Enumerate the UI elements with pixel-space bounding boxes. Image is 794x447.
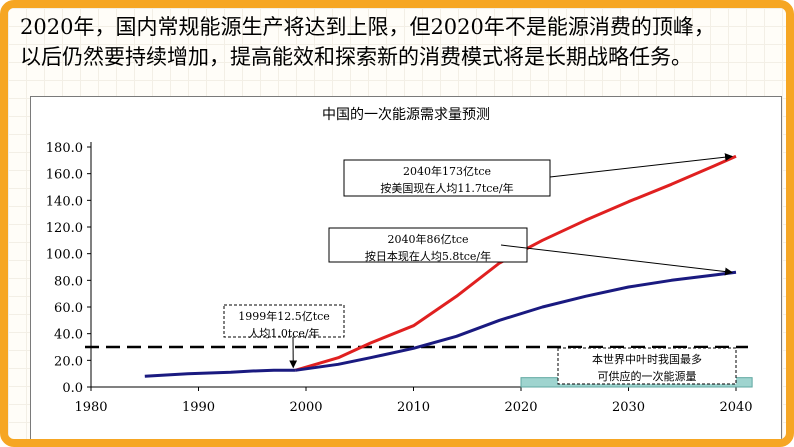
headline-line-2: 以后仍然要持续增加，提高能效和探索新的消费模式将是长期战略任务。 [20, 45, 692, 69]
annotation-2040-high-box [343, 159, 551, 197]
series-line-historical [144, 368, 296, 378]
axes: 0.0 20.0 40.0 60.0 80.0 100.0 120.0 140.0 160.0 1… [46, 141, 753, 415]
x-tick-label: 2000 [289, 400, 322, 415]
series-line-low-forecast [295, 270, 737, 372]
chart-container: 中国的一次能源需求量预测 0.0 20.0 40.0 60.0 80.0 100.0 120… [30, 96, 782, 439]
annotation-supply-text: 可供应的一次能源量 [598, 369, 697, 383]
annotation-1999-text: 1999年12.5亿tce [238, 309, 330, 323]
headline-line-1: 2020年，国内常规能源生产将达到上限，但2020年不是能源消费的顶峰， [20, 15, 715, 39]
y-tick-label: 40.0 [54, 328, 83, 343]
annotation-supply-text: 本世界中叶时我国最多 [592, 352, 702, 366]
headline: 2020年，国内常规能源生产将达到上限，但2020年不是能源消费的顶峰， 以后仍… [20, 12, 786, 72]
annotation-2040-low-text: 2040年86亿tce [387, 232, 468, 246]
y-tick-label: 160.0 [46, 168, 83, 183]
annotation-2040-high-text: 2040年173亿tce [403, 164, 491, 178]
y-tick-label: 140.0 [46, 194, 83, 209]
y-tick-label: 0.0 [62, 381, 83, 396]
y-tick-label: 20.0 [54, 354, 83, 369]
x-tick-label: 2040 [719, 400, 752, 415]
annotation-1999-box [223, 304, 345, 338]
x-tick-label: 1980 [74, 400, 107, 415]
annotation-2040-high-text: 按美国现在人均11.7tce/年 [380, 181, 513, 195]
chart-title: 中国的一次能源需求量预测 [322, 107, 490, 123]
annotation-2040-low-text: 按日本现在人均5.8tce/年 [365, 249, 491, 263]
y-tick-label: 120.0 [46, 221, 83, 236]
annotation-2040-low-box [328, 227, 528, 263]
annotation-2040-high-arrow [549, 153, 733, 178]
annotation-layer: 2040年173亿tce 按美国现在人均11.7tce/年 2040年86亿tce 按… [223, 153, 737, 385]
y-tick-label: 60.0 [54, 301, 83, 316]
annotation-2040-low-arrow [500, 244, 733, 276]
energy-demand-chart: 中国的一次能源需求量预测 0.0 20.0 40.0 60.0 80.0 100.0 120… [46, 107, 753, 415]
x-tick-label: 2020 [504, 400, 537, 415]
annotation-1999-text: 人均1.0tce/年 [248, 326, 319, 340]
annotation-supply-box [557, 347, 737, 385]
y-tick-label: 180.0 [46, 141, 83, 156]
x-tick-label: 1990 [182, 400, 215, 415]
x-tick-label: 2030 [612, 400, 645, 415]
x-tick-label: 2010 [397, 400, 430, 415]
y-tick-label: 80.0 [54, 274, 83, 289]
y-tick-label: 100.0 [46, 248, 83, 263]
